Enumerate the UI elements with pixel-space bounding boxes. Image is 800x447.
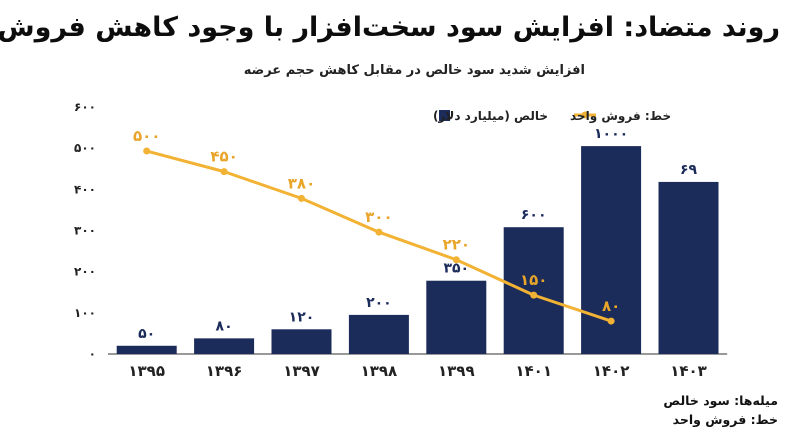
line-data-label: ۸۰ [602, 297, 620, 315]
bar [348, 314, 409, 354]
x-tick-label: ۱۴۰۱ [515, 362, 552, 380]
y-tick-label: ۴۰۰ [74, 182, 96, 196]
footnotes: میله‌ها: سود خالص خط: فروش واحد [663, 391, 778, 429]
bar [271, 329, 332, 354]
bar-data-label: ۶۰۰ [521, 207, 547, 223]
bar-data-label: ۳۵۰ [443, 261, 469, 277]
y-tick-label: ۶۰۰ [74, 100, 96, 114]
bar [658, 181, 719, 354]
chart-title: روند متضاد: افزایش سود سخت‌افزار با وجود… [0, 12, 780, 43]
footnote-bars: میله‌ها: سود خالص [663, 393, 778, 408]
x-tick-label: ۱۳۹۸ [361, 362, 398, 380]
legend-swatch-bar [439, 110, 450, 121]
y-tick-label: ۲۰۰ [74, 265, 96, 279]
line-data-label: ۲۲۰ [443, 236, 470, 254]
x-tick-label: ۱۳۹۹ [438, 362, 475, 380]
line-point [143, 147, 151, 155]
x-tick-label: ۱۳۹۵ [128, 362, 165, 380]
line-data-label: ۱۵۰ [520, 271, 547, 289]
line-series [143, 147, 615, 325]
line-data-labels: ۵۰۰ ۴۵۰ ۳۸۰ ۳۰۰ ۲۲۰ ۱۵۰ ۸۰ [133, 127, 620, 315]
legend-swatch-line-marker [581, 111, 589, 119]
line-point [298, 194, 305, 202]
line-data-label: ۳۰۰ [365, 208, 392, 226]
y-tick-label: ۳۰۰ [74, 224, 96, 238]
y-tick-label: ۰ [89, 347, 96, 361]
footnote-line: خط: فروش واحد [672, 412, 778, 427]
y-tick-label: ۱۰۰ [74, 306, 96, 320]
line-data-label: ۵۰۰ [133, 127, 160, 145]
line-point [220, 168, 228, 176]
x-tick-label: ۱۴۰۲ [593, 362, 630, 380]
bar-series [116, 146, 719, 354]
x-tick-label: ۱۳۹۶ [206, 362, 243, 380]
line-point [607, 317, 615, 325]
y-axis: ۰ ۱۰۰ ۲۰۰ ۳۰۰ ۴۰۰ ۵۰۰ ۶۰۰ [74, 100, 96, 361]
x-tick-label: ۱۴۰۳ [670, 362, 707, 380]
chart-subtitle: افزایش شدید سود خالص در مقابل کاهش حجم ع… [243, 63, 585, 78]
line-point [530, 291, 538, 299]
line-point [452, 256, 460, 264]
bar-data-label: ۵۰ [138, 326, 155, 342]
bar-data-label: ۲۰۰ [366, 295, 392, 311]
bar-data-label: ۱۲۰ [289, 309, 315, 325]
legend-label-line: خط: فروش واحد [570, 109, 671, 124]
legend: خالص (میلیارد دلار) خط: فروش واحد [433, 109, 671, 124]
bar [426, 280, 487, 354]
bar [503, 227, 564, 354]
legend-label-bar: خالص (میلیارد دلار) [433, 109, 548, 123]
line-point [375, 228, 383, 236]
bar [116, 345, 177, 354]
bar-data-label: ۱۰۰۰ [594, 126, 628, 142]
x-tick-label: ۱۳۹۷ [283, 362, 320, 380]
y-tick-label: ۵۰۰ [74, 141, 96, 155]
bar-data-label: ۶۹ [680, 162, 698, 178]
bar-data-label: ۸۰ [216, 318, 233, 334]
line-data-label: ۳۸۰ [288, 174, 315, 192]
line-data-label: ۴۵۰ [210, 148, 237, 166]
x-axis: ۱۳۹۵ ۱۳۹۶ ۱۳۹۷ ۱۳۹۸ ۱۳۹۹ ۱۴۰۱ ۱۴۰۲ ۱۴۰۳ [108, 353, 728, 380]
bar-data-labels: ۵۰ ۸۰ ۱۲۰ ۲۰۰ ۳۵۰ ۶۰۰ ۱۰۰۰ ۶۹ [138, 126, 697, 342]
bar [194, 338, 255, 354]
